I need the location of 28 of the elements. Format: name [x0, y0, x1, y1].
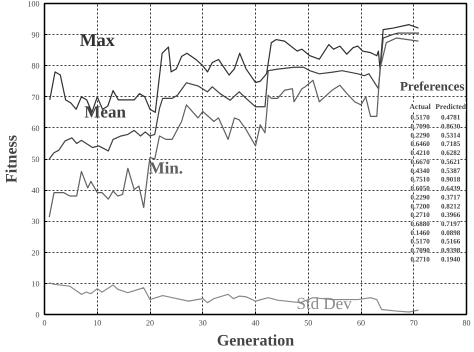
y-tick-label: 100 [28, 0, 40, 8]
series-label: Mean [84, 102, 126, 122]
x-axis-title: Generation [216, 332, 294, 350]
annotation: Preferences [400, 78, 464, 94]
y-tick-label: 10 [32, 279, 40, 288]
series-label: Min. [148, 158, 184, 178]
series-label: Std Dev [296, 294, 352, 313]
y-tick-label: 0 [36, 310, 40, 320]
series-label: Max [80, 30, 115, 50]
x-tick-label: 20 [146, 318, 154, 328]
y-tick-label: 70 [32, 92, 40, 102]
x-tick-label: 80 [462, 318, 470, 328]
x-tick-label: 30 [198, 318, 207, 328]
x-tick-label: 70 [410, 318, 418, 328]
y-tick-label: 60 [32, 124, 40, 133]
x-tick-label: 10 [93, 318, 102, 328]
y-axis-title: Fitness [4, 135, 20, 183]
y-tick-label: 50 [32, 155, 40, 164]
x-tick-label: 40 [252, 318, 260, 328]
y-tick-label: 40 [32, 186, 40, 196]
y-tick-label: 90 [32, 30, 40, 40]
y-tick-label: 20 [32, 248, 40, 258]
line-series [48, 282, 420, 313]
x-tick-label: 50 [304, 318, 312, 328]
x-tick-label: 60 [357, 318, 365, 328]
y-tick-label: 30 [32, 217, 40, 226]
x-tick-label: 0 [42, 318, 46, 328]
y-tick-label: 80 [32, 62, 40, 71]
